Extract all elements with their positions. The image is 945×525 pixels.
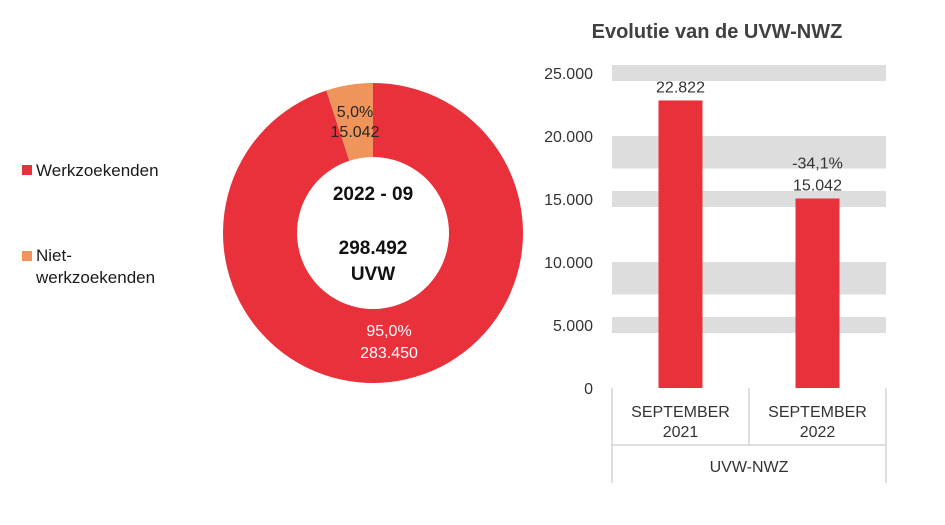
slice-value-label-niet: 15.042 [331,124,380,141]
legend-item-niet-werkzoekenden: Niet-werkzoekenden [22,245,206,289]
donut-slice-niet-werkzoekenden [326,83,373,161]
legend-swatch-werkzoekenden [22,165,32,175]
x-group-label: UVW-NWZ [710,459,789,476]
bars [658,100,840,388]
y-axis-ticks: 0 5.000 10.000 15.000 20.000 25.000 [544,66,593,398]
slice-pct-label-niet: 5,0% [337,104,373,121]
grid-bands [612,65,886,333]
legend-label-niet-line2: werkzoekenden [36,268,156,287]
grid-band [612,191,886,207]
center-unit: UVW [351,264,395,285]
legend-label-werkzoekenden: Werkzoekenden [36,161,159,180]
y-tick-label: 20.000 [544,129,593,146]
legend-label-niet-line1: Niet- [36,246,72,265]
x-tick-label: 2021 [663,424,699,441]
y-tick-label: 15.000 [544,192,593,209]
x-tick-label: SEPTEMBER [768,404,867,421]
grid-band [612,262,886,295]
y-tick-label: 10.000 [544,255,593,272]
bar-chart-title: Evolutie van de UVW-NWZ [592,21,843,43]
y-tick-label: 5.000 [553,318,593,335]
x-tick-label: 2022 [800,424,836,441]
legend-swatch-niet-werkzoekenden [22,251,32,261]
grid-band [612,317,886,333]
y-tick-label: 25.000 [544,66,593,83]
grid-band [612,65,886,81]
legend-item-werkzoekenden: Werkzoekenden [22,160,159,182]
slice-value-label-werkzoekenden: 283.450 [360,345,418,362]
bar-labels: 22.822 15.042 -34,1% [656,79,843,194]
donut-slice-werkzoekenden [222,83,523,383]
grid-band [612,136,886,169]
center-total: 298.492 [339,238,408,259]
x-axis: SEPTEMBER 2021 SEPTEMBER 2022 UVW-NWZ [611,388,887,483]
bar [658,100,703,388]
bar [795,198,840,388]
center-period: 2022 - 09 [333,184,413,205]
y-tick-label: 0 [584,381,593,398]
bar-value-label: 22.822 [656,79,705,96]
bar-change-label: -34,1% [792,155,843,172]
x-tick-label: SEPTEMBER [631,404,730,421]
slice-pct-label-werkzoekenden: 95,0% [366,323,411,340]
bar-value-label: 15.042 [793,177,842,194]
